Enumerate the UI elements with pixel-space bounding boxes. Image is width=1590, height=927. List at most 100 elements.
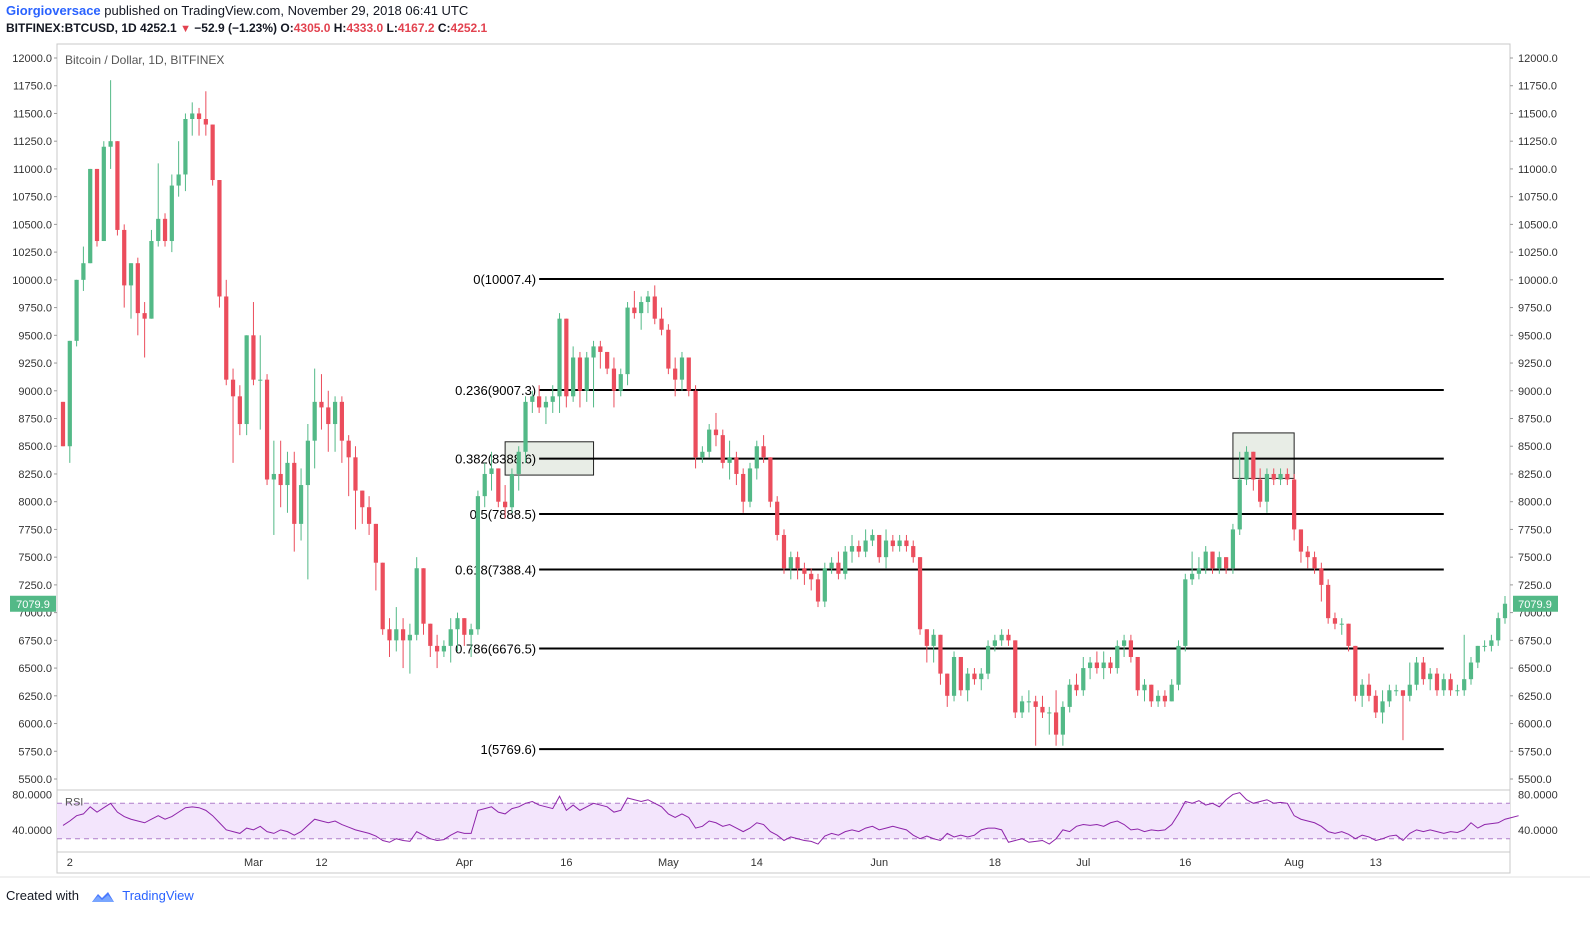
- candle-body: [856, 546, 861, 552]
- candle-body: [768, 457, 773, 502]
- candle: [985, 640, 991, 680]
- candle: [700, 446, 705, 463]
- candle: [360, 490, 365, 524]
- candle: [285, 451, 290, 513]
- candle-body: [1190, 573, 1195, 580]
- candle-body: [1312, 557, 1317, 569]
- candle-body: [74, 279, 79, 341]
- candle: [509, 468, 515, 513]
- candle: [530, 390, 535, 413]
- candle: [162, 213, 168, 247]
- candle-body: [503, 501, 508, 508]
- candle: [1468, 656, 1474, 685]
- price-tick-right: 6250.0: [1518, 691, 1552, 703]
- candle: [183, 113, 188, 192]
- published-text: published on TradingView.com, November 2…: [104, 3, 469, 18]
- candle-body: [1462, 679, 1467, 691]
- candle: [1176, 640, 1181, 691]
- candle-body: [625, 307, 630, 375]
- candle: [1319, 562, 1324, 602]
- candle: [258, 335, 263, 430]
- candle-body: [1414, 662, 1419, 685]
- tradingview-link[interactable]: TradingView: [122, 888, 194, 903]
- candle-body: [1271, 473, 1276, 480]
- candle: [523, 396, 528, 463]
- candle-body: [400, 629, 406, 641]
- candle-body: [1305, 551, 1310, 558]
- down-arrow-icon: ▼: [180, 23, 191, 35]
- candle: [496, 468, 501, 508]
- candle: [972, 668, 977, 685]
- candle-body: [1224, 557, 1229, 569]
- candle-body: [747, 468, 753, 502]
- candle-body: [618, 374, 623, 391]
- candle: [992, 634, 997, 652]
- candle-body: [754, 446, 759, 469]
- candle: [339, 396, 344, 463]
- candle: [128, 263, 134, 319]
- candle-body: [516, 451, 521, 474]
- candle: [1502, 595, 1508, 624]
- price-tick-left: 6000.0: [18, 719, 52, 731]
- candle: [1074, 673, 1079, 696]
- candle-body: [673, 368, 678, 380]
- price-tick-left: 8500.0: [18, 441, 52, 453]
- candle: [203, 91, 208, 136]
- candle: [156, 163, 161, 247]
- price-tick-right: 9250.0: [1518, 358, 1552, 370]
- candle: [74, 279, 79, 347]
- candle-body: [890, 540, 895, 547]
- candle: [856, 540, 861, 558]
- candle: [312, 368, 317, 469]
- candle: [1101, 651, 1106, 680]
- candle: [564, 318, 569, 408]
- candle-body: [414, 568, 419, 635]
- candle-body: [1502, 603, 1508, 619]
- candle: [1482, 640, 1487, 652]
- candle: [815, 573, 821, 608]
- price-tick-left: 6250.0: [18, 691, 52, 703]
- candle: [897, 534, 902, 552]
- candle-body: [911, 546, 916, 558]
- author-link[interactable]: Giorgioversace: [6, 3, 101, 18]
- candle: [1271, 468, 1276, 486]
- candle: [387, 618, 392, 657]
- candle-body: [1203, 551, 1208, 569]
- candle: [1326, 579, 1331, 624]
- candle-body: [1326, 584, 1331, 619]
- price-tick-right: 8000.0: [1518, 497, 1552, 509]
- candle: [775, 496, 780, 541]
- price-tick-right: 9000.0: [1518, 386, 1552, 398]
- candle: [1448, 673, 1453, 696]
- candle-body: [1251, 451, 1256, 480]
- candle: [230, 368, 236, 463]
- candle-body: [1053, 712, 1059, 735]
- candle-body: [639, 302, 644, 314]
- candle-body: [169, 185, 174, 242]
- candle: [373, 523, 378, 591]
- candle-body: [877, 534, 882, 558]
- candle-body: [1047, 712, 1052, 714]
- candle: [101, 141, 106, 242]
- candle-body: [1264, 473, 1270, 502]
- candle-body: [1339, 623, 1344, 625]
- price-tick-left: 11250.0: [13, 136, 52, 148]
- candle: [917, 557, 923, 635]
- candle: [434, 634, 440, 669]
- price-tick-left: 11500.0: [13, 108, 52, 120]
- candle-body: [1380, 701, 1385, 713]
- candle-body: [1040, 706, 1045, 713]
- candle: [1217, 551, 1222, 574]
- candle-body: [353, 457, 358, 491]
- candle: [108, 80, 113, 169]
- candle: [1292, 473, 1297, 541]
- candle-body: [156, 218, 161, 242]
- candle-body: [863, 540, 868, 552]
- candle-body: [1258, 479, 1263, 502]
- fib-level-label: 0.5(7888.5): [470, 507, 537, 522]
- time-tick: 16: [560, 857, 572, 869]
- candle-body: [346, 440, 351, 458]
- candle-body: [237, 396, 242, 425]
- candle: [380, 562, 385, 635]
